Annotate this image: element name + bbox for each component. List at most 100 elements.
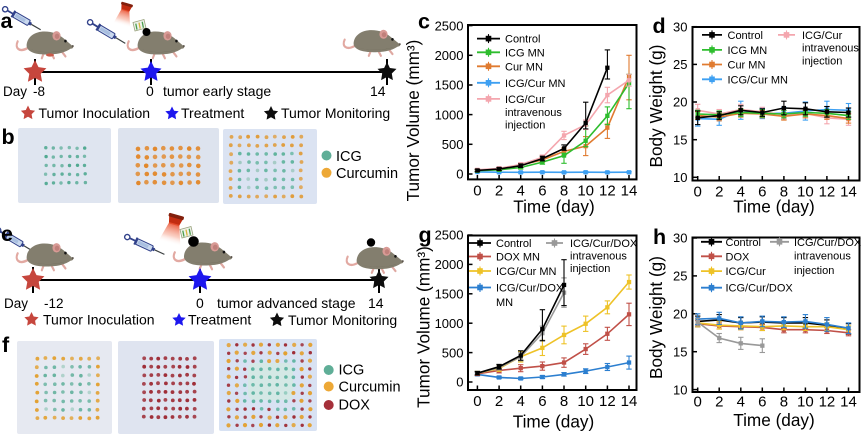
- svg-text:25: 25: [673, 57, 687, 72]
- svg-text:0: 0: [146, 83, 154, 99]
- svg-text:-8: -8: [33, 84, 45, 99]
- svg-text:Time (day): Time (day): [513, 412, 595, 432]
- svg-text:0: 0: [456, 375, 463, 390]
- svg-text:DOX: DOX: [339, 397, 371, 413]
- svg-text:c: c: [418, 10, 430, 34]
- svg-text:Control: Control: [496, 238, 531, 250]
- svg-text:8: 8: [780, 394, 788, 411]
- svg-text:4: 4: [737, 394, 745, 411]
- svg-text:Treatment: Treatment: [188, 312, 251, 328]
- svg-text:ICG/Cur/DOX: ICG/Cur/DOX: [726, 283, 794, 295]
- svg-text:12: 12: [599, 182, 616, 199]
- svg-text:12: 12: [599, 393, 616, 410]
- svg-text:ICG MN: ICG MN: [728, 45, 768, 57]
- svg-text:2500: 2500: [435, 18, 464, 33]
- svg-text:0: 0: [196, 295, 204, 311]
- svg-text:4: 4: [517, 393, 525, 410]
- svg-text:30: 30: [673, 231, 687, 246]
- svg-text:tumor early stage: tumor early stage: [163, 83, 271, 99]
- svg-text:ICG/Cur/DOX: ICG/Cur/DOX: [794, 237, 862, 249]
- svg-text:DOX: DOX: [726, 251, 751, 263]
- svg-text:6: 6: [538, 182, 546, 199]
- svg-text:20: 20: [673, 307, 687, 322]
- svg-text:10: 10: [673, 170, 687, 185]
- svg-text:6: 6: [758, 394, 766, 411]
- svg-text:Control: Control: [728, 30, 763, 42]
- svg-text:Tumor Monitoring: Tumor Monitoring: [281, 105, 390, 121]
- svg-text:10: 10: [673, 382, 687, 397]
- svg-text:g: g: [419, 223, 432, 247]
- svg-text:1000: 1000: [435, 316, 464, 331]
- svg-text:14: 14: [840, 183, 857, 200]
- svg-text:14: 14: [840, 394, 857, 411]
- svg-text:14: 14: [621, 393, 638, 410]
- svg-text:Curcumin: Curcumin: [339, 379, 401, 395]
- svg-text:ICG/Cur/DOX: ICG/Cur/DOX: [570, 238, 638, 250]
- svg-text:injection: injection: [505, 120, 545, 132]
- svg-text:4: 4: [737, 183, 745, 200]
- svg-text:20: 20: [673, 95, 687, 110]
- svg-text:2000: 2000: [435, 48, 464, 63]
- svg-text:Time (day): Time (day): [733, 197, 815, 217]
- svg-text:500: 500: [442, 137, 464, 152]
- svg-text:Control: Control: [726, 237, 761, 249]
- svg-text:10: 10: [797, 394, 814, 411]
- svg-text:12: 12: [819, 394, 836, 411]
- svg-text:Tumor Monitoring: Tumor Monitoring: [288, 312, 397, 328]
- svg-text:12: 12: [819, 183, 836, 200]
- svg-text:2000: 2000: [435, 257, 464, 272]
- svg-text:Curcumin: Curcumin: [336, 166, 398, 182]
- svg-text:ICG/Cur: ICG/Cur: [802, 30, 843, 42]
- svg-text:0: 0: [694, 394, 702, 411]
- svg-text:2: 2: [495, 182, 503, 199]
- svg-text:Time (day): Time (day): [733, 410, 815, 430]
- svg-text:b: b: [2, 125, 15, 149]
- svg-text:2: 2: [715, 183, 723, 200]
- svg-text:MN: MN: [496, 297, 513, 309]
- svg-text:d: d: [653, 14, 666, 38]
- svg-text:ICG/Cur MN: ICG/Cur MN: [505, 78, 566, 90]
- svg-text:ICG/Cur MN: ICG/Cur MN: [496, 266, 557, 278]
- svg-text:Body Weight (g): Body Weight (g): [646, 256, 666, 379]
- svg-text:Tumor Volume (mm³): Tumor Volume (mm³): [403, 40, 423, 202]
- svg-text:10: 10: [577, 182, 594, 199]
- svg-text:injection: injection: [570, 263, 610, 275]
- svg-text:Tumor Inoculation: Tumor Inoculation: [39, 105, 151, 121]
- svg-text:1500: 1500: [435, 78, 464, 93]
- svg-text:500: 500: [442, 345, 464, 360]
- svg-text:8: 8: [560, 393, 568, 410]
- svg-text:Day: Day: [3, 84, 27, 99]
- svg-text:ICG/Cur: ICG/Cur: [726, 266, 767, 278]
- svg-text:f: f: [2, 333, 10, 357]
- svg-text:Day: Day: [4, 296, 28, 311]
- svg-text:8: 8: [780, 183, 788, 200]
- svg-text:30: 30: [673, 19, 687, 34]
- svg-text:2: 2: [495, 393, 503, 410]
- svg-text:Treatment: Treatment: [181, 105, 244, 121]
- svg-text:8: 8: [560, 182, 568, 199]
- svg-text:0: 0: [473, 182, 481, 199]
- svg-text:14: 14: [368, 295, 384, 311]
- svg-text:ICG: ICG: [336, 149, 362, 165]
- svg-text:10: 10: [577, 393, 594, 410]
- svg-text:injection: injection: [802, 56, 842, 68]
- svg-text:-12: -12: [44, 296, 64, 311]
- svg-text:intravenous: intravenous: [794, 251, 851, 263]
- svg-text:15: 15: [673, 344, 687, 359]
- svg-text:DOX MN: DOX MN: [496, 252, 540, 264]
- svg-text:10: 10: [797, 183, 814, 200]
- svg-text:0: 0: [473, 393, 481, 410]
- svg-text:Control: Control: [505, 34, 540, 46]
- svg-text:1500: 1500: [435, 287, 464, 302]
- svg-text:15: 15: [673, 132, 687, 147]
- svg-text:Time (day): Time (day): [513, 197, 595, 217]
- svg-text:ICG: ICG: [339, 362, 365, 378]
- svg-text:Tumor Volume (mm³): Tumor Volume (mm³): [414, 246, 434, 408]
- svg-text:14: 14: [370, 83, 386, 99]
- svg-text:Body Weight (g): Body Weight (g): [646, 45, 666, 168]
- svg-text:25: 25: [673, 269, 687, 284]
- svg-text:a: a: [1, 9, 14, 33]
- svg-text:6: 6: [538, 393, 546, 410]
- svg-text:1000: 1000: [435, 107, 464, 122]
- svg-text:Cur MN: Cur MN: [505, 61, 543, 73]
